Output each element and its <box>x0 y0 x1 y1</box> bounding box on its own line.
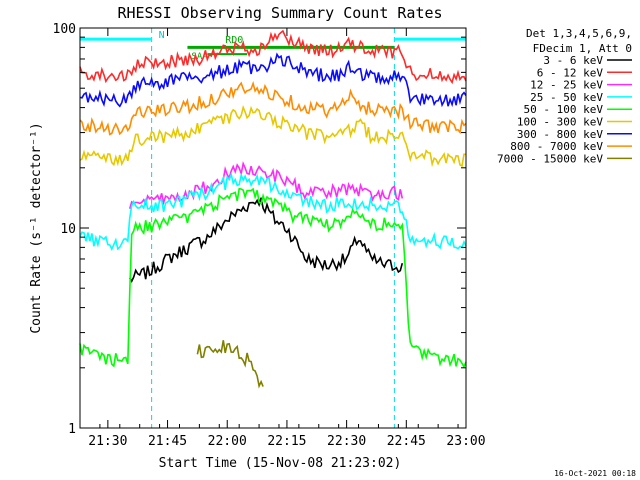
x-tick-label: 22:15 <box>267 434 306 449</box>
y-tick-label: 1 <box>68 422 76 437</box>
legend-entry-label: 300 - 800 keV <box>517 128 603 141</box>
x-tick-label: 21:45 <box>148 434 187 449</box>
chart-title: RHESSI Observing Summary Count Rates <box>117 4 442 22</box>
legend-entry-label: 7000 - 15000 keV <box>497 152 603 165</box>
saa-label: SAA <box>191 52 208 62</box>
series-line <box>79 29 467 85</box>
legend-entry-label: 12 - 25 keV <box>530 79 603 92</box>
legend-entry-label: 3 - 6 keV <box>543 54 603 67</box>
series-line <box>196 340 264 389</box>
x-tick-label: 22:30 <box>327 434 366 449</box>
x-tick-label: 22:45 <box>387 434 426 449</box>
series-line <box>79 52 467 108</box>
legend-title-line: FDecim 1, Att 0 <box>533 42 632 55</box>
series-line <box>79 104 466 168</box>
legend-entry-label: 50 - 100 keV <box>524 103 604 116</box>
series-line <box>129 197 404 284</box>
legend-entry-label: 25 - 50 keV <box>530 91 603 104</box>
series-line <box>79 187 467 369</box>
x-tick-label: 22:00 <box>208 434 247 449</box>
x-axis-label: Start Time (15-Nov-08 21:23:02) <box>159 456 402 471</box>
night-label: N <box>159 30 165 41</box>
series-line <box>79 171 467 251</box>
generated-timestamp: 16-Oct-2021 00:18 <box>554 469 636 478</box>
series-line <box>79 80 467 136</box>
y-tick-label: 100 <box>53 22 76 37</box>
y-axis-label: Count Rate (s⁻¹ detector⁻¹) <box>29 122 44 333</box>
legend-title-line: Det 1,3,4,5,6,9, <box>526 27 632 40</box>
legend-entry-label: 800 - 7000 keV <box>510 140 603 153</box>
y-tick-label: 10 <box>60 222 76 237</box>
legend-entry-label: 100 - 300 keV <box>517 116 603 129</box>
series-line <box>128 161 404 209</box>
x-tick-label: 23:00 <box>446 434 485 449</box>
x-tick-label: 21:30 <box>88 434 127 449</box>
rd-label: RD0 <box>225 35 243 46</box>
legend-entry-label: 6 - 12 keV <box>537 66 604 79</box>
